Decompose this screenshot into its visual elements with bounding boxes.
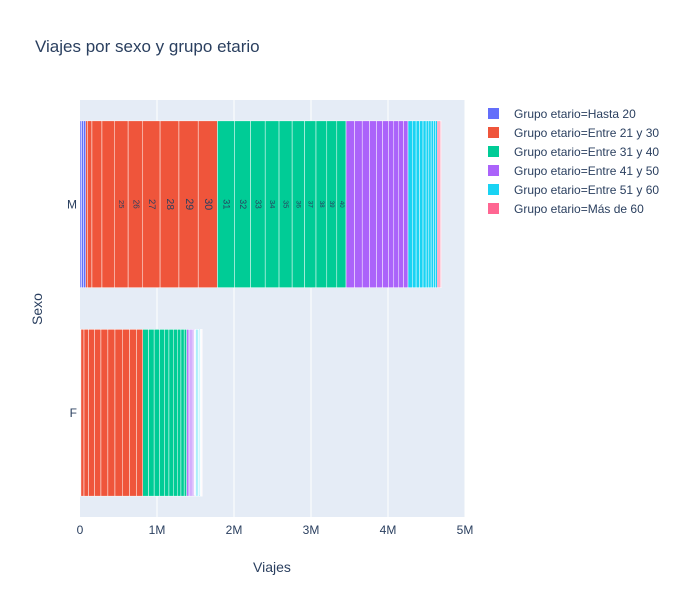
bar-segment[interactable] [115, 329, 122, 496]
bar-segment[interactable] [181, 329, 184, 496]
bar-segment-label: 35 [282, 200, 291, 208]
legend-label: Grupo etario=Hasta 20 [514, 107, 636, 121]
bar-segment[interactable] [83, 121, 85, 288]
chart-title: Viajes por sexo y grupo etario [35, 37, 260, 56]
bar-segment[interactable] [81, 329, 84, 496]
bar-segment-label: 27 [146, 199, 157, 210]
bar-segment[interactable] [441, 121, 442, 288]
bar-segment[interactable] [94, 329, 101, 496]
bar-segment[interactable] [423, 121, 426, 288]
legend-item[interactable]: Grupo etario=Entre 31 y 40 [488, 145, 659, 159]
x-tick-label: 2M [226, 523, 243, 537]
legend-swatch [488, 146, 499, 157]
bar-segment[interactable] [108, 329, 115, 496]
bar-segment[interactable] [87, 121, 92, 288]
legend-item[interactable]: Grupo etario=Entre 21 y 30 [488, 126, 659, 140]
bar-segment[interactable] [433, 121, 435, 288]
bar-segment-label: 33 [254, 200, 263, 209]
bar-segment[interactable] [403, 121, 408, 288]
legend-swatch [488, 184, 499, 195]
bar-segment[interactable] [383, 121, 389, 288]
legend-label: Grupo etario=Entre 21 y 30 [514, 126, 659, 140]
bar-segment-label: 34 [268, 200, 277, 209]
bar-segment[interactable] [376, 121, 382, 288]
legend-item[interactable]: Grupo etario=Más de 60 [488, 202, 644, 216]
bar-segment[interactable] [399, 121, 404, 288]
x-tick-label: 0 [77, 523, 84, 537]
bar-segment[interactable] [426, 121, 429, 288]
bar-segment[interactable] [136, 329, 142, 496]
bar-segment[interactable] [416, 121, 419, 288]
bar-segment-label: 29 [183, 198, 195, 210]
bar-segment[interactable] [346, 121, 354, 288]
legend-swatch [488, 203, 499, 214]
bar-segment-label: 32 [238, 199, 248, 209]
bar-segment-label: 37 [307, 201, 314, 209]
bar-segment-label: 38 [318, 201, 324, 208]
bar-segment[interactable] [412, 121, 416, 288]
bar-segment-label: 28 [164, 198, 175, 210]
bar-segment-label: 25 [117, 200, 126, 208]
x-tick-label: 5M [457, 523, 474, 537]
legend-label: Grupo etario=Entre 41 y 50 [514, 164, 659, 178]
legend-item[interactable]: Grupo etario=Entre 51 y 60 [488, 183, 659, 197]
bar-segment[interactable] [84, 329, 89, 496]
bar-segment[interactable] [388, 121, 393, 288]
x-tick-label: 4M [380, 523, 397, 537]
bar-segment[interactable] [435, 121, 437, 288]
bar-segment[interactable] [129, 329, 136, 496]
bar-segment[interactable] [89, 329, 95, 496]
bar-segment[interactable] [370, 121, 377, 288]
legend-label: Grupo etario=Entre 31 y 40 [514, 145, 659, 159]
bar-segment[interactable] [429, 121, 431, 288]
bar-segment[interactable] [169, 329, 173, 496]
bar-segment[interactable] [143, 329, 149, 496]
bar-segment[interactable] [92, 121, 102, 288]
bar-segment[interactable] [154, 329, 159, 496]
bar-segment-label: 40 [338, 201, 344, 208]
bar-segment[interactable] [431, 121, 433, 288]
bar-segment[interactable] [355, 121, 363, 288]
x-tick-label: 3M [303, 523, 320, 537]
bar-segment-label: 30 [202, 198, 214, 210]
bar-segment[interactable] [82, 121, 84, 288]
y-tick-label: F [70, 406, 77, 420]
legend-swatch [488, 108, 499, 119]
bar-segment[interactable] [173, 329, 177, 496]
y-axis-title: Sexo [29, 293, 45, 325]
bar-segment[interactable] [102, 121, 114, 288]
legend-item[interactable]: Grupo etario=Hasta 20 [488, 107, 636, 121]
bar-segment[interactable] [164, 329, 169, 496]
legend-item[interactable]: Grupo etario=Entre 41 y 50 [488, 164, 659, 178]
legend-swatch [488, 165, 499, 176]
bar-segment[interactable] [362, 121, 369, 288]
x-axis-title: Viajes [253, 559, 291, 575]
bar-segment[interactable] [159, 329, 164, 496]
bar-segment[interactable] [420, 121, 423, 288]
bar-segment[interactable] [394, 121, 399, 288]
bar-segment-label: 26 [131, 200, 140, 209]
x-tick-label: 1M [149, 523, 166, 537]
legend-label: Grupo etario=Más de 60 [514, 202, 644, 216]
bar-segment[interactable] [101, 329, 108, 496]
bar-segment[interactable] [177, 329, 181, 496]
bar-segment[interactable] [408, 121, 412, 288]
bar-segment[interactable] [122, 329, 129, 496]
legend-label: Grupo etario=Entre 51 y 60 [514, 183, 659, 197]
bar-segment-label: 39 [328, 201, 334, 208]
bar-segment-label: 31 [221, 199, 231, 209]
bar-segment[interactable] [184, 329, 186, 496]
bar-segment[interactable] [149, 329, 155, 496]
bar-segment-label: 36 [295, 200, 302, 208]
y-tick-label: M [67, 197, 77, 211]
legend-swatch [488, 127, 499, 138]
